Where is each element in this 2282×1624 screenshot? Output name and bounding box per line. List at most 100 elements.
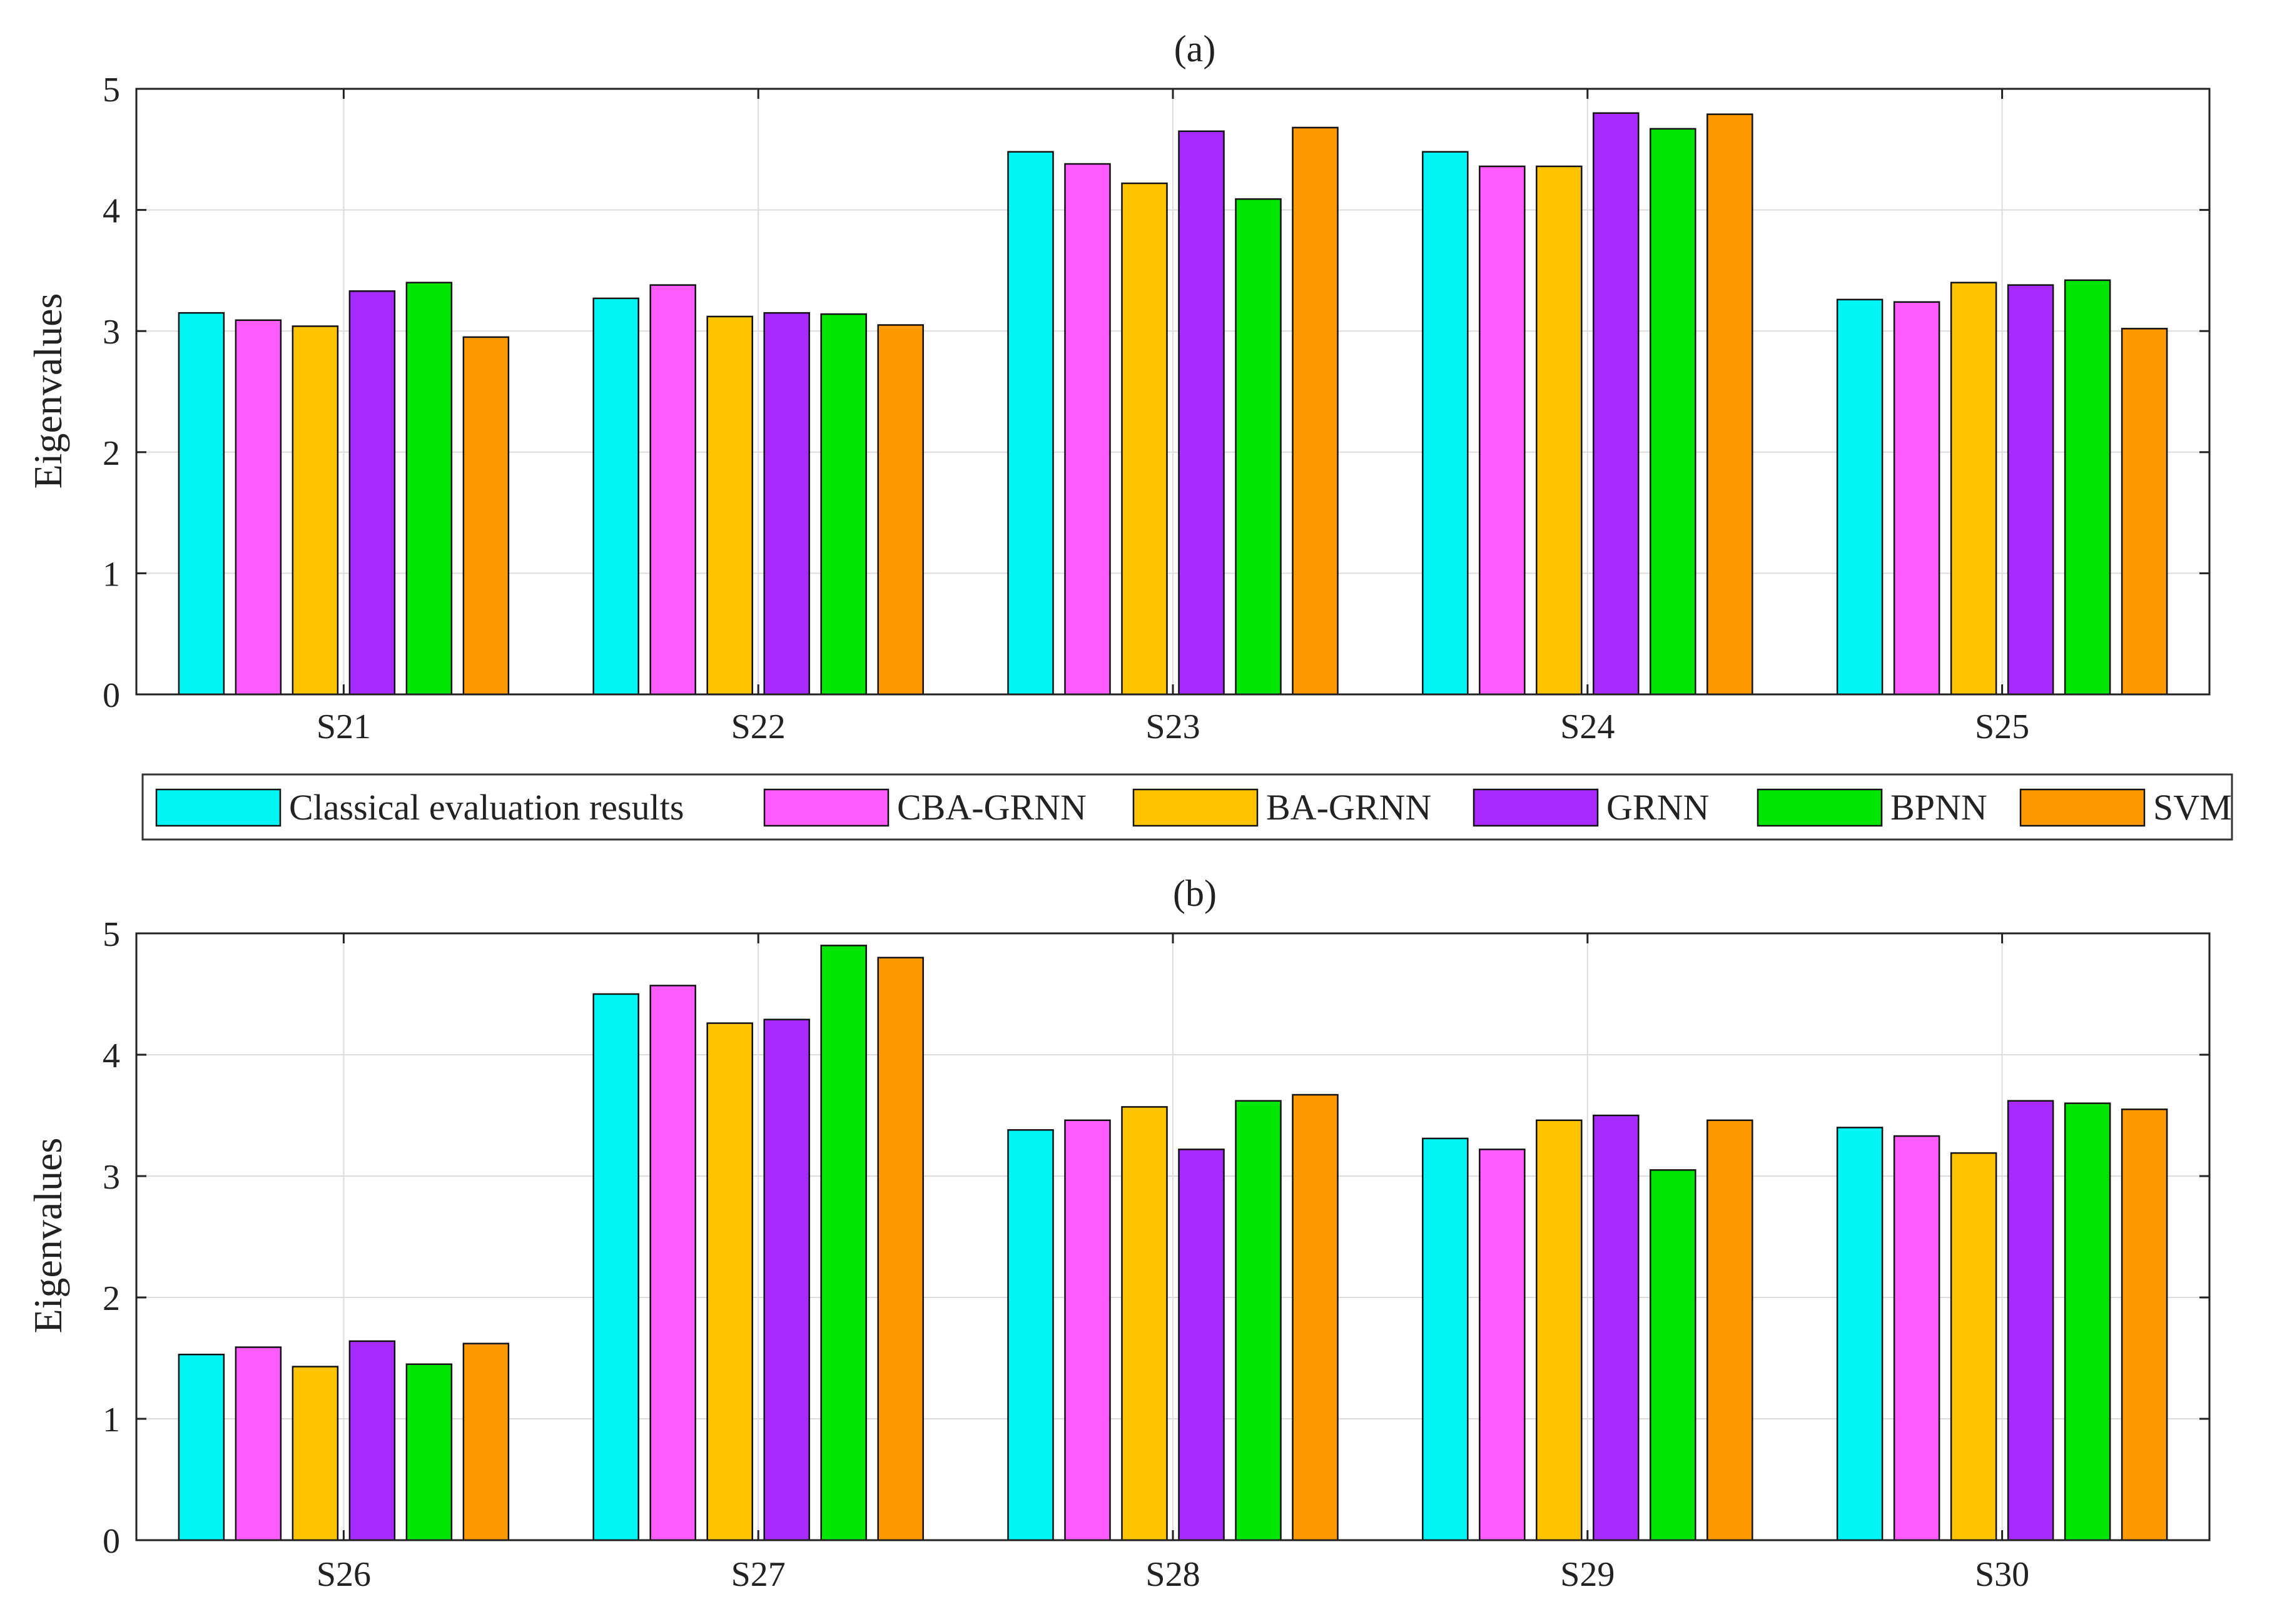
panel-a-bar-s21-series-5 <box>405 282 453 696</box>
panel-a-category-label-s22: S22 <box>731 708 786 746</box>
panel-a-bar-s24-series-6 <box>1706 113 1753 696</box>
panel-b-category-label-s29: S29 <box>1560 1555 1615 1594</box>
panel-a-chart: (a) Eigenvalues 0 1 2 3 4 5 S21 S22 S23 S24 S25 <box>26 28 2211 746</box>
panel-a-bar-s21-series-2 <box>235 319 282 696</box>
panel-a-bar-s22-series-5 <box>820 313 867 696</box>
panel-a-category-label-s24: S24 <box>1560 708 1615 746</box>
panel-a-bar-s21-series-4 <box>348 290 396 696</box>
panel-b-bar-s30-series-1 <box>1836 1127 1884 1541</box>
panel-b-bar-s29-series-2 <box>1479 1149 1526 1541</box>
panel-a-ytick-label: 2 <box>103 434 120 473</box>
legend-label-5: BPNN <box>1890 787 1987 828</box>
panel-b-bar-s28-series-5 <box>1235 1100 1282 1541</box>
legend-label-3: BA-GRNN <box>1266 787 1431 828</box>
panel-b-bar-s26-series-6 <box>462 1342 510 1541</box>
panel-a-category-label-s23: S23 <box>1145 708 1200 746</box>
panel-a-bar-s25-series-2 <box>1893 301 1940 696</box>
panel-a-bar-s22-series-2 <box>649 284 696 696</box>
panel-a-title: (a) <box>1174 28 1216 69</box>
panel-b-bar-s30-series-5 <box>2064 1102 2111 1541</box>
panel-a-bar-s21-series-3 <box>292 325 339 696</box>
panel-b-bar-s27-series-3 <box>706 1022 753 1541</box>
panel-a-bar-s25-series-5 <box>2064 279 2111 696</box>
panel-a-ytick-label: 3 <box>103 313 120 352</box>
panel-a-ytick-label: 5 <box>103 71 120 109</box>
panel-b-bar-s27-series-2 <box>649 985 696 1541</box>
panel-a-bar-s22-series-3 <box>706 315 753 696</box>
legend-label-4: GRNN <box>1606 787 1709 828</box>
panel-b-category-label-s27: S27 <box>731 1555 786 1594</box>
panel-b-ytick-label: 4 <box>103 1037 120 1075</box>
panel-b-ytick-label: 5 <box>103 915 120 954</box>
panel-b-bar-s29-series-5 <box>1650 1169 1696 1541</box>
panel-a-bar-s23-series-6 <box>1292 126 1339 696</box>
panel-a-ytick-label: 4 <box>103 192 120 231</box>
panel-a-bar-s25-series-1 <box>1836 298 1884 696</box>
legend-label-1: Classical evaluation results <box>289 787 684 828</box>
panel-b-bar-s27-series-5 <box>820 945 867 1541</box>
panel-b-bar-s28-series-4 <box>1178 1149 1225 1541</box>
panel-b-bar-s28-series-2 <box>1064 1119 1111 1541</box>
panel-b-bar-s29-series-4 <box>1593 1114 1640 1541</box>
panel-a-category-label-s25: S25 <box>1975 708 2029 746</box>
panel-a-bar-s23-series-5 <box>1235 198 1282 696</box>
panel-b-ytick-label: 2 <box>103 1279 120 1318</box>
panel-a-bar-s25-series-3 <box>1950 282 1997 696</box>
panel-a-bar-s24-series-3 <box>1536 165 1583 696</box>
panel-a-bar-s23-series-2 <box>1064 163 1111 696</box>
panel-a-bar-s25-series-6 <box>2121 328 2168 696</box>
panel-a-axes-frame <box>135 88 2211 696</box>
panel-a-bar-s21-series-1 <box>178 312 225 696</box>
panel-a-bar-s22-series-6 <box>877 324 924 696</box>
panel-b-bar-s30-series-4 <box>2007 1100 2054 1541</box>
panel-a-bar-s24-series-2 <box>1479 165 1526 696</box>
panel-a-bar-s22-series-4 <box>763 312 810 696</box>
legend-swatch-3 <box>1132 788 1259 827</box>
panel-a-bar-s24-series-1 <box>1422 151 1469 696</box>
panel-a-bar-s23-series-3 <box>1121 182 1168 696</box>
panel-b-bar-s26-series-1 <box>178 1353 225 1541</box>
panel-a-bar-s25-series-4 <box>2007 284 2054 696</box>
panel-a-ytick-label: 1 <box>103 555 120 594</box>
panel-b-bar-s26-series-2 <box>235 1346 282 1541</box>
panel-a-bar-s24-series-4 <box>1593 112 1640 696</box>
panel-b-ylabel: Eigenvalues <box>26 1138 70 1334</box>
legend-swatch-5 <box>1757 788 1883 827</box>
panel-b-bar-s26-series-5 <box>405 1363 453 1541</box>
panel-a-bar-s21-series-6 <box>462 336 510 696</box>
panel-b-bar-s27-series-1 <box>592 993 639 1541</box>
legend-label-6: SVM <box>2153 787 2232 828</box>
panel-b-ytick-label: 3 <box>103 1158 120 1197</box>
panel-a-bar-s23-series-1 <box>1007 151 1054 696</box>
panel-b-bar-s29-series-1 <box>1422 1137 1469 1541</box>
legend-swatch-4 <box>1473 788 1599 827</box>
panel-b-bar-s26-series-3 <box>292 1366 339 1541</box>
panel-b-category-label-s30: S30 <box>1975 1555 2029 1594</box>
panel-a-bar-s24-series-5 <box>1650 128 1696 696</box>
legend-swatch-2 <box>763 788 890 827</box>
panel-b-bar-s29-series-6 <box>1706 1119 1753 1541</box>
panel-b-bar-s30-series-6 <box>2121 1109 2168 1541</box>
panel-b-bar-s30-series-3 <box>1950 1152 1997 1541</box>
legend-label-2: CBA-GRNN <box>897 787 1087 828</box>
panel-a-category-label-s21: S21 <box>317 708 371 746</box>
panel-b-bar-s27-series-6 <box>877 957 924 1541</box>
panel-b-bar-s29-series-3 <box>1536 1119 1583 1541</box>
panel-b-title: (b) <box>1173 873 1217 914</box>
panel-b-category-label-s26: S26 <box>317 1555 371 1594</box>
panel-a-ylabel: Eigenvalues <box>26 293 70 489</box>
panel-a-bar-s23-series-4 <box>1178 130 1225 696</box>
panel-b-ytick-label: 0 <box>103 1522 120 1561</box>
panel-b-bar-s28-series-3 <box>1121 1106 1168 1541</box>
panel-b-bar-s26-series-4 <box>348 1340 396 1541</box>
panel-b-chart: (b) Eigenvalues 0 1 2 3 4 5 S26 S27 S28 S29 S30 <box>26 873 2211 1594</box>
panel-b-ytick-label: 1 <box>103 1401 120 1439</box>
panel-b-bar-s28-series-1 <box>1007 1129 1054 1541</box>
legend-swatch-6 <box>2019 788 2146 827</box>
panel-b-bar-s27-series-4 <box>763 1018 810 1541</box>
panel-a-bar-s22-series-1 <box>592 297 639 696</box>
panel-a-ytick-label: 0 <box>103 676 120 715</box>
panel-b-bar-s28-series-6 <box>1292 1094 1339 1541</box>
panel-b-category-label-s28: S28 <box>1145 1555 1200 1594</box>
